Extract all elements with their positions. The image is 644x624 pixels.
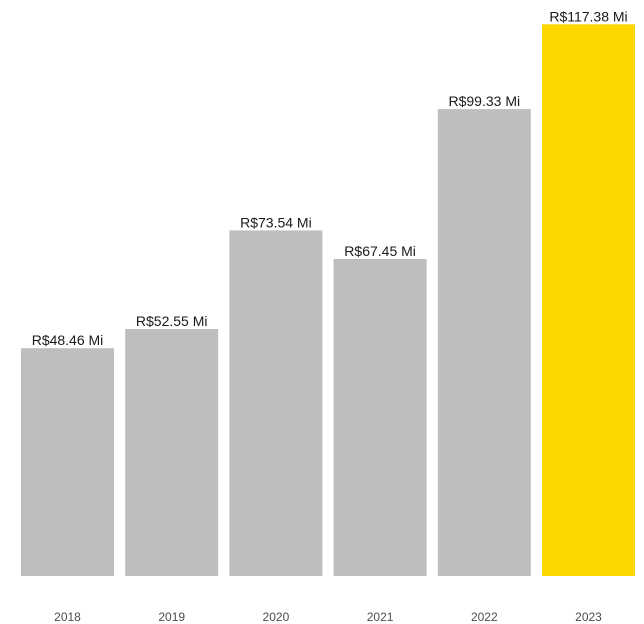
bars-group (21, 24, 635, 577)
bar-2021 (333, 259, 427, 576)
bar-2020 (229, 230, 323, 576)
x-tick-label-2022: 2022 (471, 610, 498, 624)
x-tick-label-2023: 2023 (575, 610, 602, 624)
x-tick-label-2019: 2019 (158, 610, 185, 624)
data-label-2020: R$73.54 Mi (240, 214, 312, 230)
data-label-2018: R$48.46 Mi (32, 332, 104, 348)
bar-2022 (437, 109, 531, 576)
x-axis-ticks-group: 2018 2019 2020 2021 2022 2023 (54, 610, 602, 624)
data-labels-group: R$48.46 Mi R$52.55 Mi R$73.54 Mi R$67.45 Mi… (32, 8, 628, 348)
data-label-2019: R$52.55 Mi (136, 313, 208, 329)
data-label-2022: R$99.33 Mi (449, 93, 521, 109)
data-label-2021: R$67.45 Mi (344, 243, 416, 259)
bar-2023 (542, 24, 635, 577)
x-tick-label-2020: 2020 (263, 610, 290, 624)
x-tick-label-2021: 2021 (367, 610, 394, 624)
x-tick-label-2018: 2018 (54, 610, 81, 624)
bar-2018 (21, 348, 114, 576)
data-label-2023: R$117.38 Mi (549, 8, 627, 24)
bar-2019 (125, 329, 219, 576)
